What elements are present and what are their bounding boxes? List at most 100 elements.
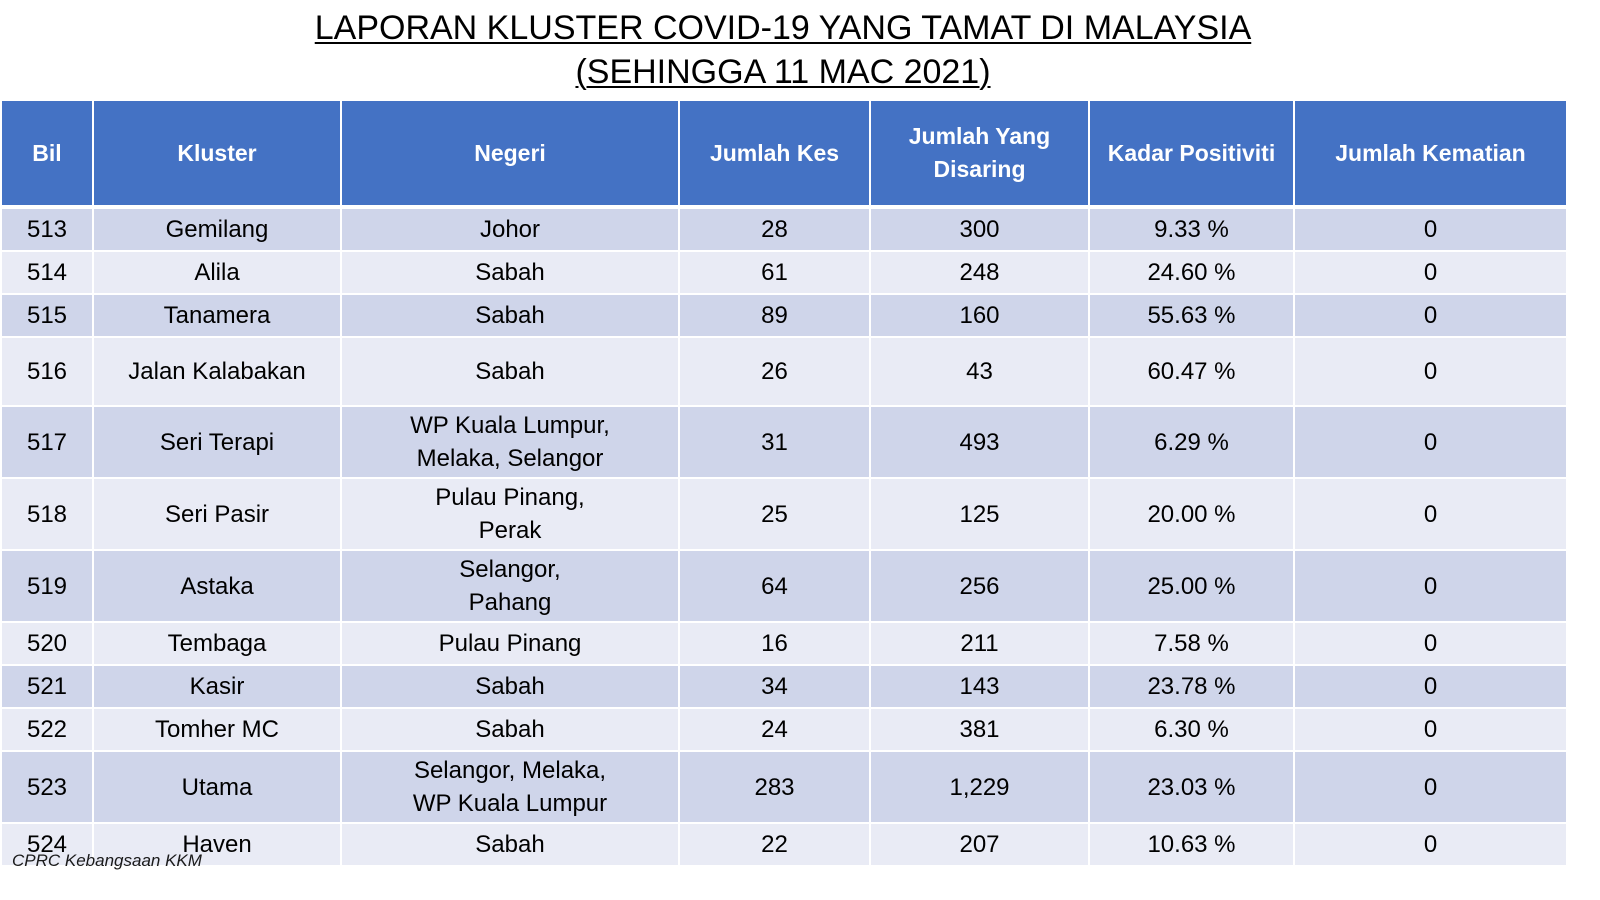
- cell-kluster: Seri Pasir: [92, 477, 342, 551]
- negeri-line: Sabah: [475, 259, 545, 286]
- cell-negeri: Sabah: [340, 293, 680, 338]
- cell-jumlah-disaring: 300: [869, 206, 1090, 252]
- cell-jumlah-disaring: 493: [869, 405, 1090, 479]
- cell-kadar-positiviti: 60.47 %: [1088, 336, 1295, 407]
- table-row: 514 Alila Sabah 61 248 24.60 % 0: [0, 250, 1568, 295]
- title-text-2: (SEHINGGA 11 MAC 2021): [575, 53, 991, 91]
- cell-jumlah-kematian: 0: [1293, 336, 1568, 407]
- header-row: Bil Kluster Negeri Jumlah Kes Jumlah Yan…: [0, 99, 1568, 209]
- cluster-table: Bil Kluster Negeri Jumlah Kes Jumlah Yan…: [0, 99, 1568, 867]
- table-header: Bil Kluster Negeri Jumlah Kes Jumlah Yan…: [0, 99, 1568, 209]
- negeri-line: Pulau Pinang: [438, 630, 582, 657]
- cell-bil: 523: [0, 750, 94, 824]
- cell-negeri: WP Kuala Lumpur, Melaka, Selangor: [340, 405, 680, 479]
- cell-bil: 520: [0, 621, 94, 666]
- negeri-line: Sabah: [475, 673, 545, 700]
- cell-jumlah-kes: 34: [678, 664, 871, 709]
- cell-jumlah-disaring: 143: [869, 664, 1090, 709]
- cell-kadar-positiviti: 55.63 %: [1088, 293, 1295, 338]
- cell-jumlah-disaring: 248: [869, 250, 1090, 295]
- cell-jumlah-kematian: 0: [1293, 477, 1568, 551]
- cell-jumlah-disaring: 256: [869, 549, 1090, 623]
- cell-bil: 515: [0, 293, 94, 338]
- table-row: 513 Gemilang Johor 28 300 9.33 % 0: [0, 206, 1568, 252]
- cell-kadar-positiviti: 25.00 %: [1088, 549, 1295, 623]
- cell-jumlah-disaring: 207: [869, 822, 1090, 867]
- cell-jumlah-kes: 89: [678, 293, 871, 338]
- cell-negeri: Sabah: [340, 664, 680, 709]
- negeri-line: Sabah: [475, 302, 545, 329]
- cell-jumlah-kematian: 0: [1293, 250, 1568, 295]
- report-title: LAPORAN KLUSTER COVID-19 YANG TAMAT DI M…: [0, 6, 1566, 94]
- cell-kadar-positiviti: 23.03 %: [1088, 750, 1295, 824]
- cell-kluster: Utama: [92, 750, 342, 824]
- cell-jumlah-disaring: 381: [869, 707, 1090, 752]
- cell-jumlah-kematian: 0: [1293, 750, 1568, 824]
- cell-kluster: Tomher MC: [92, 707, 342, 752]
- cell-negeri: Pulau Pinang: [340, 621, 680, 666]
- cell-jumlah-disaring: 211: [869, 621, 1090, 666]
- cell-kadar-positiviti: 20.00 %: [1088, 477, 1295, 551]
- cell-bil: 513: [0, 206, 94, 252]
- negeri-line: Melaka, Selangor: [416, 445, 604, 472]
- cell-jumlah-kes: 61: [678, 250, 871, 295]
- cell-jumlah-kematian: 0: [1293, 206, 1568, 252]
- header-jumlah-disaring-line2: Disaring: [933, 156, 1026, 182]
- cell-negeri: Selangor, Melaka, WP Kuala Lumpur: [340, 750, 680, 824]
- header-kluster: Kluster: [92, 99, 342, 209]
- cell-jumlah-kes: 24: [678, 707, 871, 752]
- table-row: 518 Seri Pasir Pulau Pinang, Perak 25 125 20.0…: [0, 477, 1568, 551]
- cell-jumlah-kematian: 0: [1293, 621, 1568, 666]
- negeri-line: Sabah: [475, 831, 545, 858]
- title-line-1: LAPORAN KLUSTER COVID-19 YANG TAMAT DI M…: [0, 6, 1566, 50]
- cell-kadar-positiviti: 7.58 %: [1088, 621, 1295, 666]
- header-jumlah-disaring-line1: Jumlah Yang: [908, 123, 1051, 149]
- header-bil: Bil: [0, 99, 94, 209]
- cell-jumlah-kematian: 0: [1293, 822, 1568, 867]
- cell-kadar-positiviti: 9.33 %: [1088, 206, 1295, 252]
- cell-jumlah-kes: 31: [678, 405, 871, 479]
- negeri-line: Pulau Pinang,: [435, 484, 585, 511]
- cell-bil: 521: [0, 664, 94, 709]
- cell-kadar-positiviti: 23.78 %: [1088, 664, 1295, 709]
- table-row: 523 Utama Selangor, Melaka, WP Kuala Lumpur…: [0, 750, 1568, 824]
- cell-jumlah-disaring: 125: [869, 477, 1090, 551]
- cell-jumlah-disaring: 43: [869, 336, 1090, 407]
- cell-jumlah-kes: 283: [678, 750, 871, 824]
- cell-jumlah-kes: 22: [678, 822, 871, 867]
- cell-kadar-positiviti: 6.30 %: [1088, 707, 1295, 752]
- negeri-line: Sabah: [475, 358, 545, 385]
- cell-jumlah-disaring: 1,229: [869, 750, 1090, 824]
- cell-negeri: Sabah: [340, 822, 680, 867]
- cell-bil: 517: [0, 405, 94, 479]
- cell-kluster: Kasir: [92, 664, 342, 709]
- negeri-line: Sabah: [475, 716, 545, 743]
- cell-bil: 516: [0, 336, 94, 407]
- table-row: 519 Astaka Selangor, Pahang 64 256 25.00 % 0: [0, 549, 1568, 623]
- cell-kluster: Alila: [92, 250, 342, 295]
- cell-kluster: Tembaga: [92, 621, 342, 666]
- cell-negeri: Selangor, Pahang: [340, 549, 680, 623]
- cell-jumlah-kes: 28: [678, 206, 871, 252]
- cell-kadar-positiviti: 10.63 %: [1088, 822, 1295, 867]
- cell-jumlah-kes: 26: [678, 336, 871, 407]
- cell-kadar-positiviti: 6.29 %: [1088, 405, 1295, 479]
- cell-kadar-positiviti: 24.60 %: [1088, 250, 1295, 295]
- cell-kluster: Astaka: [92, 549, 342, 623]
- table-row: 516 Jalan Kalabakan Sabah 26 43 60.47 % 0: [0, 336, 1568, 407]
- cell-bil: 524: [0, 822, 94, 867]
- negeri-line: Perak: [478, 517, 542, 544]
- cell-negeri: Sabah: [340, 707, 680, 752]
- cell-jumlah-kematian: 0: [1293, 549, 1568, 623]
- cell-kluster: Jalan Kalabakan: [92, 336, 342, 407]
- cell-jumlah-kematian: 0: [1293, 293, 1568, 338]
- cell-bil: 518: [0, 477, 94, 551]
- header-jumlah-kes: Jumlah Kes: [678, 99, 871, 209]
- cell-jumlah-kes: 25: [678, 477, 871, 551]
- cell-negeri: Sabah: [340, 250, 680, 295]
- cell-jumlah-kematian: 0: [1293, 707, 1568, 752]
- cell-negeri: Sabah: [340, 336, 680, 407]
- cell-kluster: Seri Terapi: [92, 405, 342, 479]
- negeri-line: Johor: [479, 216, 541, 243]
- table-row: 522 Tomher MC Sabah 24 381 6.30 % 0: [0, 707, 1568, 752]
